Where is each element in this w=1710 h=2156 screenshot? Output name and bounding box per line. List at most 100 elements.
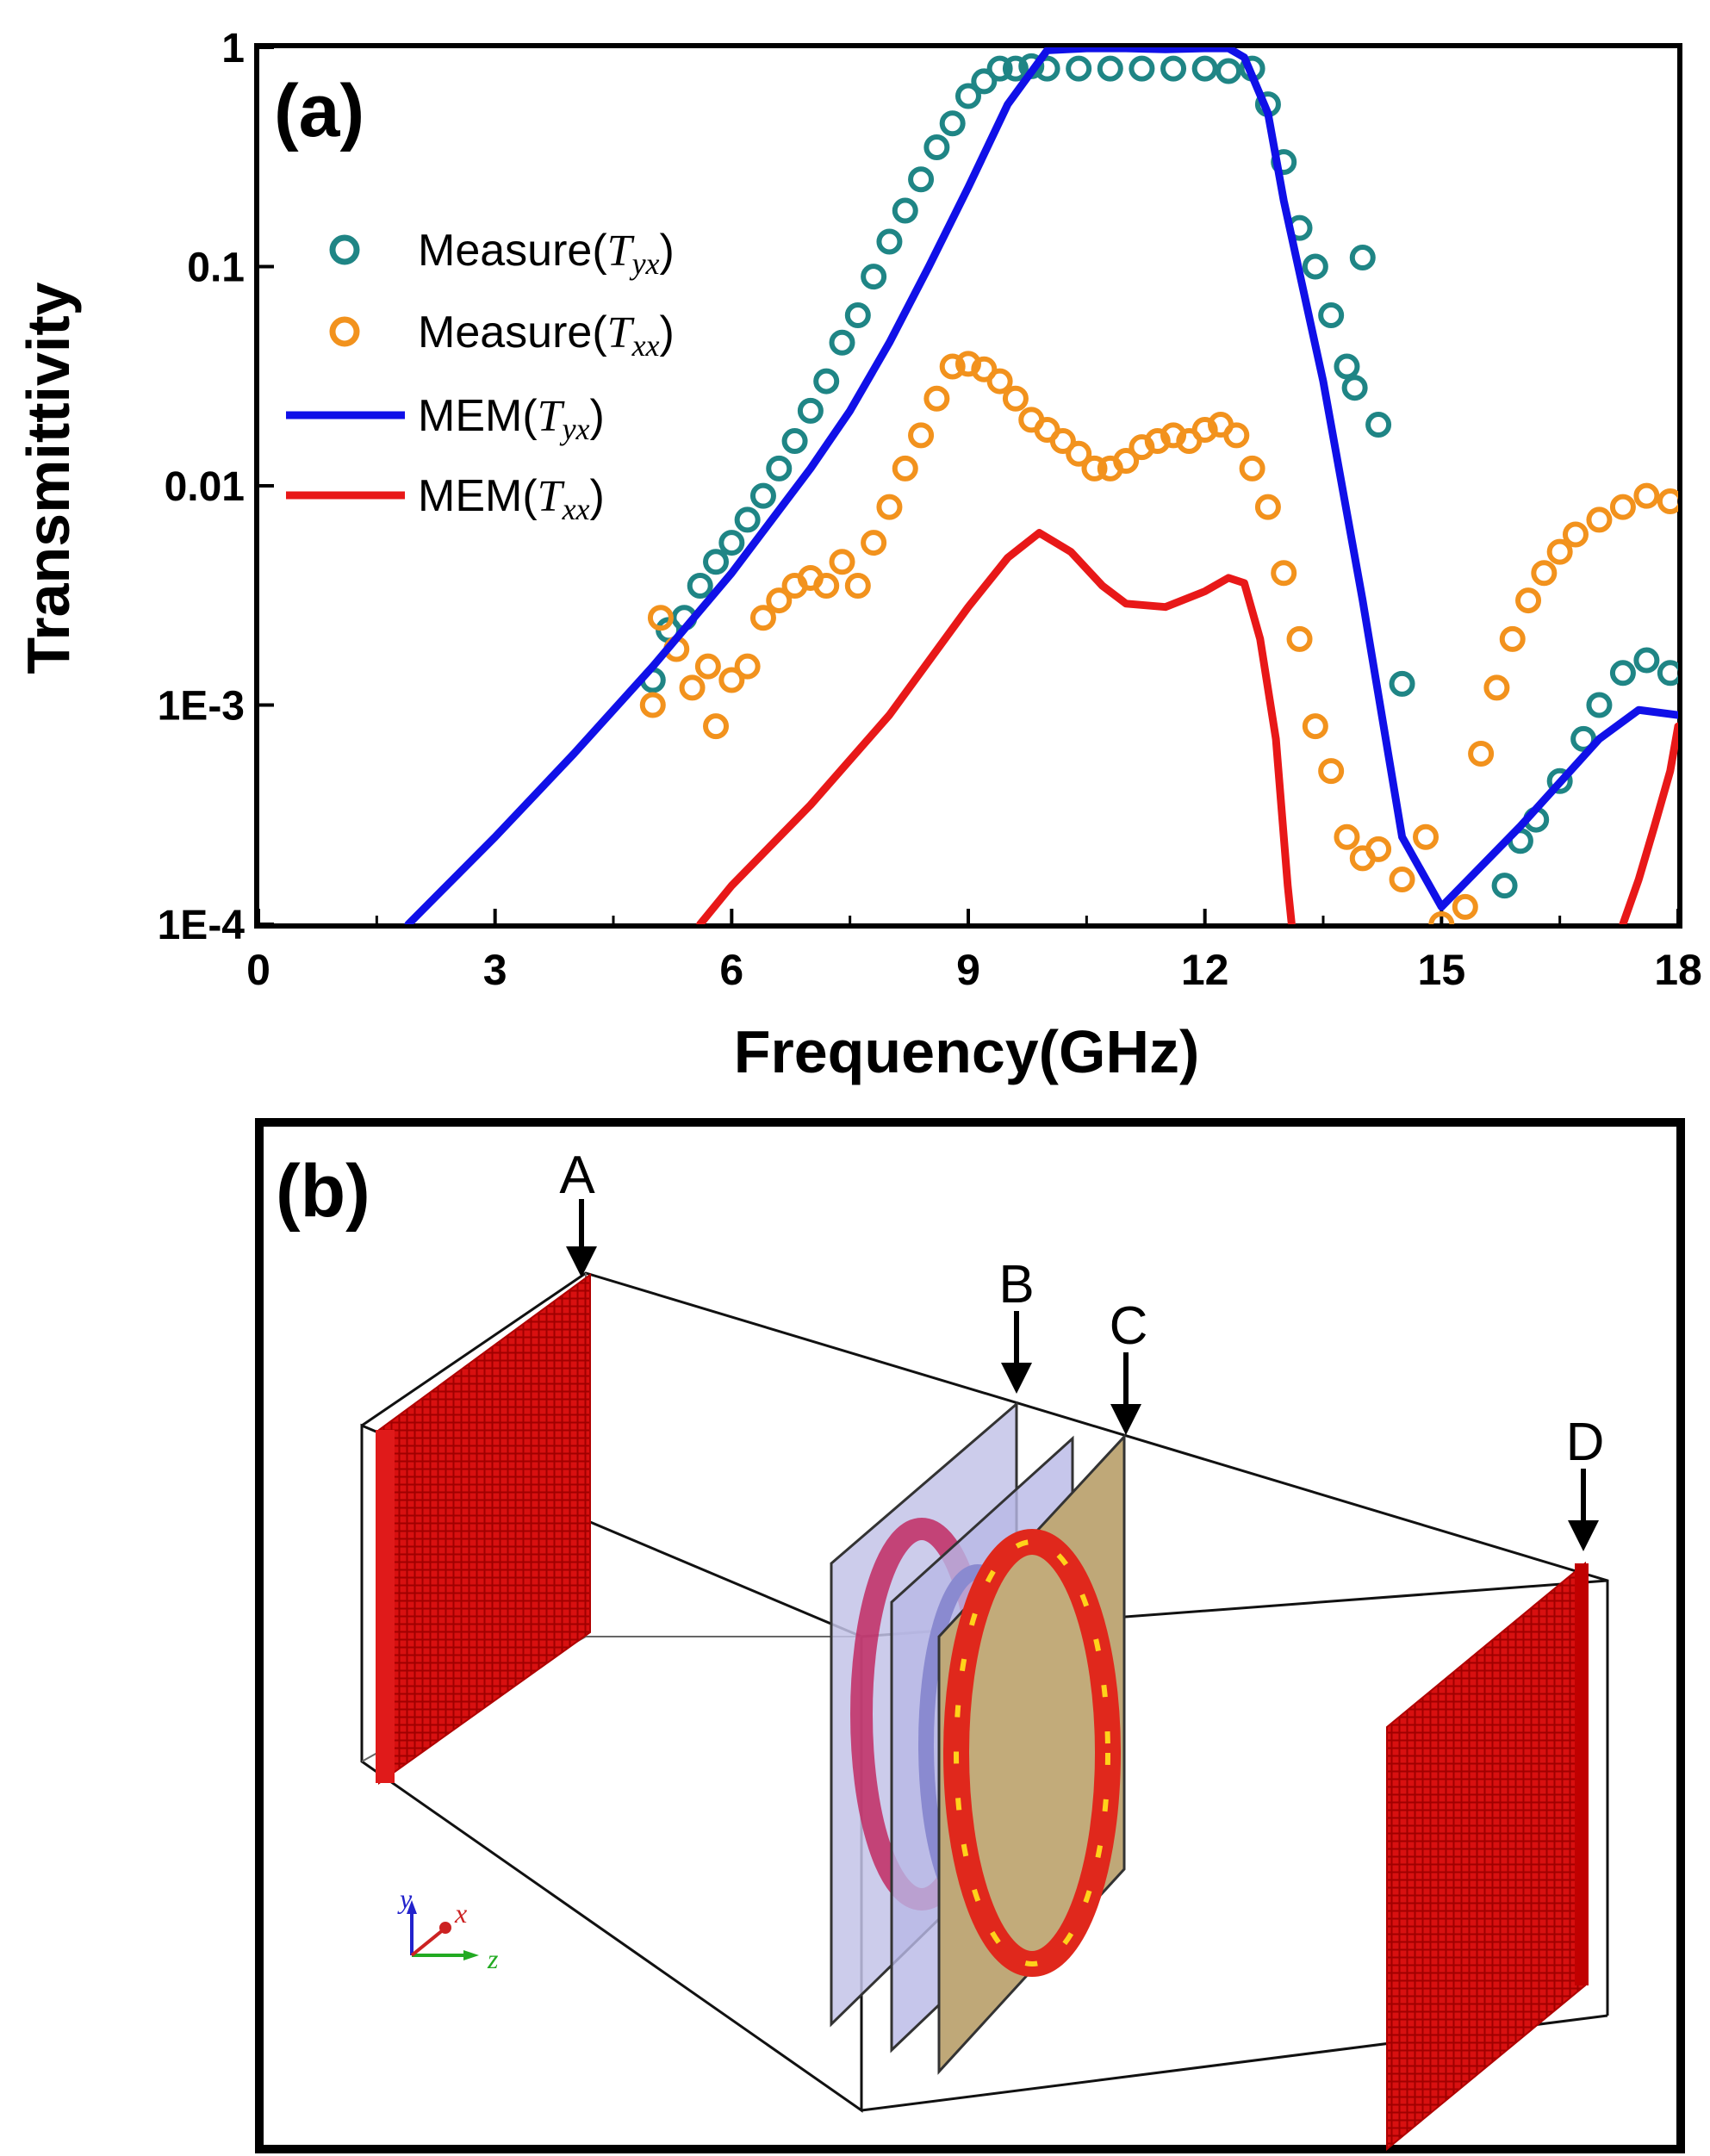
legend-label: MEM(Txx): [418, 471, 605, 526]
x-tick-label: 18: [1654, 946, 1702, 994]
data-point: [1413, 823, 1440, 850]
x-tick-label: 3: [483, 946, 507, 994]
data-point: [1341, 375, 1368, 401]
tick-layer: 0 3 6 9 12 15 18 1E-4 1E-3 0.01 0.1 1: [158, 26, 1702, 994]
data-layer: [404, 47, 1678, 924]
data-point: [1254, 494, 1281, 520]
series-MEM(Txx): [696, 529, 1296, 924]
data-point: [1570, 725, 1597, 752]
data-point: [766, 587, 793, 614]
legend-item: MEM(Txx): [286, 471, 605, 526]
data-point: [1129, 55, 1155, 82]
metasurface-layer-c: [937, 1433, 1126, 2075]
data-point: [923, 134, 950, 161]
data-point: [1002, 385, 1029, 412]
data-point: [844, 573, 871, 600]
data-point: [908, 422, 935, 449]
data-point: [1562, 521, 1589, 548]
series-line: [404, 47, 1678, 924]
legend-label: MEM(Tyx): [418, 391, 605, 446]
data-point: [1271, 560, 1297, 587]
data-point: [923, 385, 950, 412]
data-point: [687, 573, 713, 600]
data-point: [971, 68, 998, 95]
data-point: [1365, 836, 1392, 862]
data-point: [1657, 488, 1678, 514]
data-point: [1546, 767, 1573, 794]
data-point: [694, 653, 721, 680]
data-point: [718, 667, 745, 693]
y-tick-label: 1: [221, 26, 245, 71]
data-point: [861, 530, 887, 556]
data-point: [703, 549, 730, 575]
data-point: [986, 55, 1013, 82]
data-point: [1334, 353, 1360, 380]
data-point: [1081, 455, 1108, 482]
data-point: [1468, 740, 1495, 767]
port-d-field: [1386, 1561, 1589, 2152]
data-point: [813, 573, 840, 600]
x-tick-label: 12: [1181, 946, 1229, 994]
data-point: [1491, 873, 1518, 899]
data-point: [908, 166, 935, 193]
plot-frame: [254, 43, 1682, 929]
x-tick-label: 0: [246, 946, 270, 994]
data-point: [1334, 823, 1360, 850]
data-point: [939, 110, 966, 137]
data-point: [892, 455, 918, 482]
marker-b-label: B: [998, 1255, 1034, 1314]
data-point: [813, 368, 840, 395]
data-point: [844, 301, 871, 328]
data-point: [876, 228, 903, 255]
data-point: [1586, 506, 1613, 533]
data-point: [1216, 58, 1242, 84]
data-point: [1515, 587, 1542, 614]
series-MEM(Txx)-high: [1619, 722, 1678, 924]
data-point: [1066, 440, 1092, 467]
data-point: [734, 653, 761, 680]
marker-d-label: D: [1566, 1413, 1605, 1472]
data-point: [861, 264, 887, 290]
axis-z-label: z: [487, 1943, 499, 1974]
data-point: [1191, 55, 1218, 82]
y-axis-label: Transmittivity: [15, 282, 82, 674]
legend-item: Measure(Txx): [329, 308, 675, 363]
data-point: [971, 356, 998, 382]
x-tick-label: 9: [956, 946, 980, 994]
data-point: [1586, 692, 1613, 718]
data-point: [1531, 560, 1558, 587]
axis-y-label: y: [397, 1883, 413, 1914]
data-point: [679, 674, 706, 701]
data-point: [639, 692, 666, 718]
data-point: [1097, 55, 1123, 82]
data-point: [734, 506, 761, 533]
legend-item: Measure(Tyx): [329, 226, 675, 281]
legend-label: Measure(Txx): [418, 308, 675, 363]
data-point: [1049, 428, 1076, 455]
data-point: [1633, 647, 1660, 674]
marker-b: B: [998, 1255, 1035, 1394]
data-point: [718, 530, 745, 556]
marker-d: D: [1566, 1413, 1605, 1551]
data-point: [1428, 911, 1455, 924]
data-point: [781, 428, 808, 455]
legend-label: Measure(Tyx): [418, 226, 675, 281]
data-point: [1546, 538, 1573, 565]
data-point: [939, 353, 966, 380]
data-point: [1239, 455, 1265, 482]
data-point: [955, 83, 981, 109]
panel-b: (b): [255, 1118, 1685, 2153]
data-point: [1191, 417, 1218, 444]
series-line: [696, 529, 1296, 924]
series-line: [1619, 722, 1678, 924]
axis-x-label: x: [454, 1898, 467, 1929]
data-point: [1609, 660, 1636, 687]
marker-a: A: [559, 1146, 597, 1277]
x-axis-label: Frequency(GHz): [734, 1018, 1200, 1085]
data-point: [703, 713, 730, 740]
legend-marker: [329, 234, 360, 265]
data-point: [1302, 713, 1328, 740]
port-a-field: [376, 1273, 591, 1785]
data-point: [1160, 55, 1187, 82]
data-point: [1483, 674, 1510, 701]
